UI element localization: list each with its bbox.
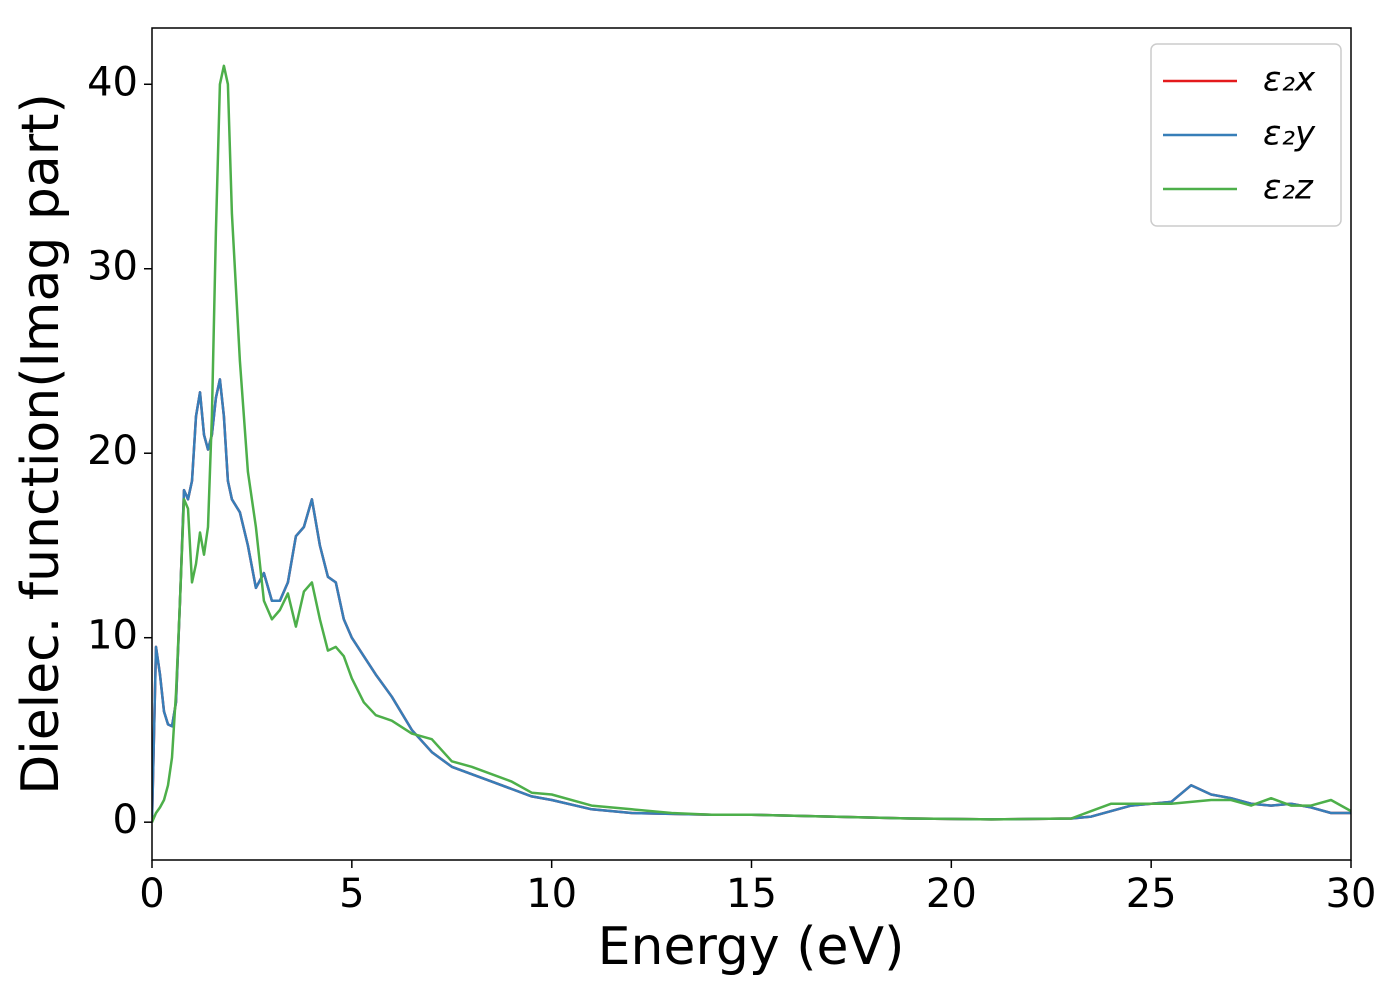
legend-label: ε₂y [1263,114,1316,154]
legend-label: ε₂x [1263,60,1316,100]
x-tick-label: 30 [1326,871,1377,917]
data-line [152,64,1351,823]
y-tick-label: 40 [87,59,138,105]
y-tick-label: 0 [113,797,138,843]
y-tick-label: 20 [87,428,138,474]
x-tick-label: 10 [526,871,577,917]
x-tick-label: 25 [1126,871,1177,917]
data-line [152,378,1351,823]
x-tick-label: 20 [926,871,977,917]
legend-label: ε₂z [1263,168,1314,208]
x-axis-label: Energy (eV) [598,917,905,977]
legend-box [1150,43,1342,227]
y-tick-label: 10 [87,613,138,659]
y-tick-label: 30 [87,244,138,290]
x-tick-label: 15 [726,871,777,917]
y-axis-label: Dielec. function(Imag part) [11,93,71,795]
plot-frame [151,27,1352,861]
x-tick-label: 5 [339,871,364,917]
data-line [152,378,1351,823]
x-tick-label: 0 [139,871,164,917]
